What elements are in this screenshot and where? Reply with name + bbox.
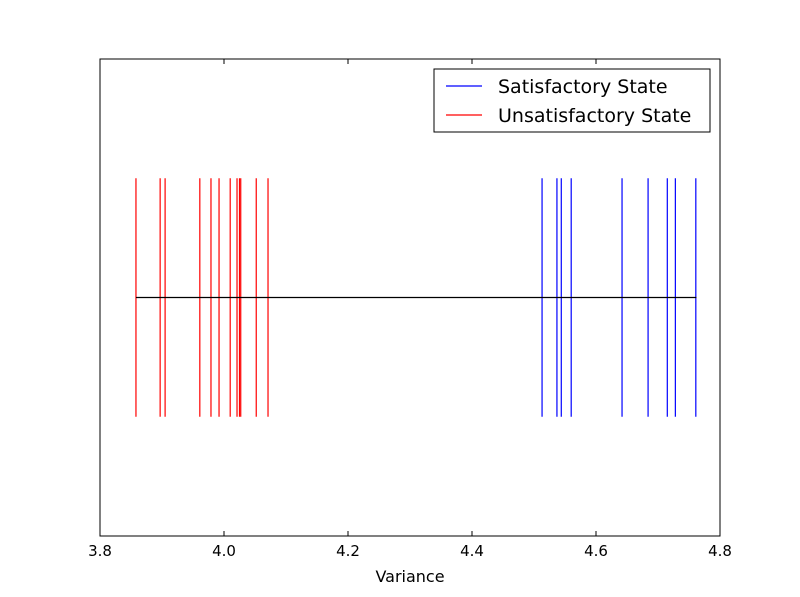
x-axis-ticks: 3.8 4.0 4.2 4.4 4.6 4.8: [88, 59, 732, 560]
x-tick-label-2: 4.2: [336, 542, 360, 560]
x-tick-label-1: 4.0: [212, 542, 236, 560]
legend-label-satisfactory: Satisfactory State: [498, 76, 668, 98]
legend: Satisfactory State Unsatisfactory State: [433, 68, 711, 133]
legend-label-unsatisfactory: Unsatisfactory State: [498, 105, 691, 127]
x-tick-label-4: 4.6: [584, 542, 608, 560]
x-axis-label: Variance: [375, 567, 444, 586]
legend-frame: [433, 68, 711, 133]
x-tick-label-5: 4.8: [708, 542, 732, 560]
plot-frame: [99, 58, 721, 537]
x-tick-label-0: 3.8: [88, 542, 112, 560]
x-tick-label-3: 4.4: [460, 542, 484, 560]
